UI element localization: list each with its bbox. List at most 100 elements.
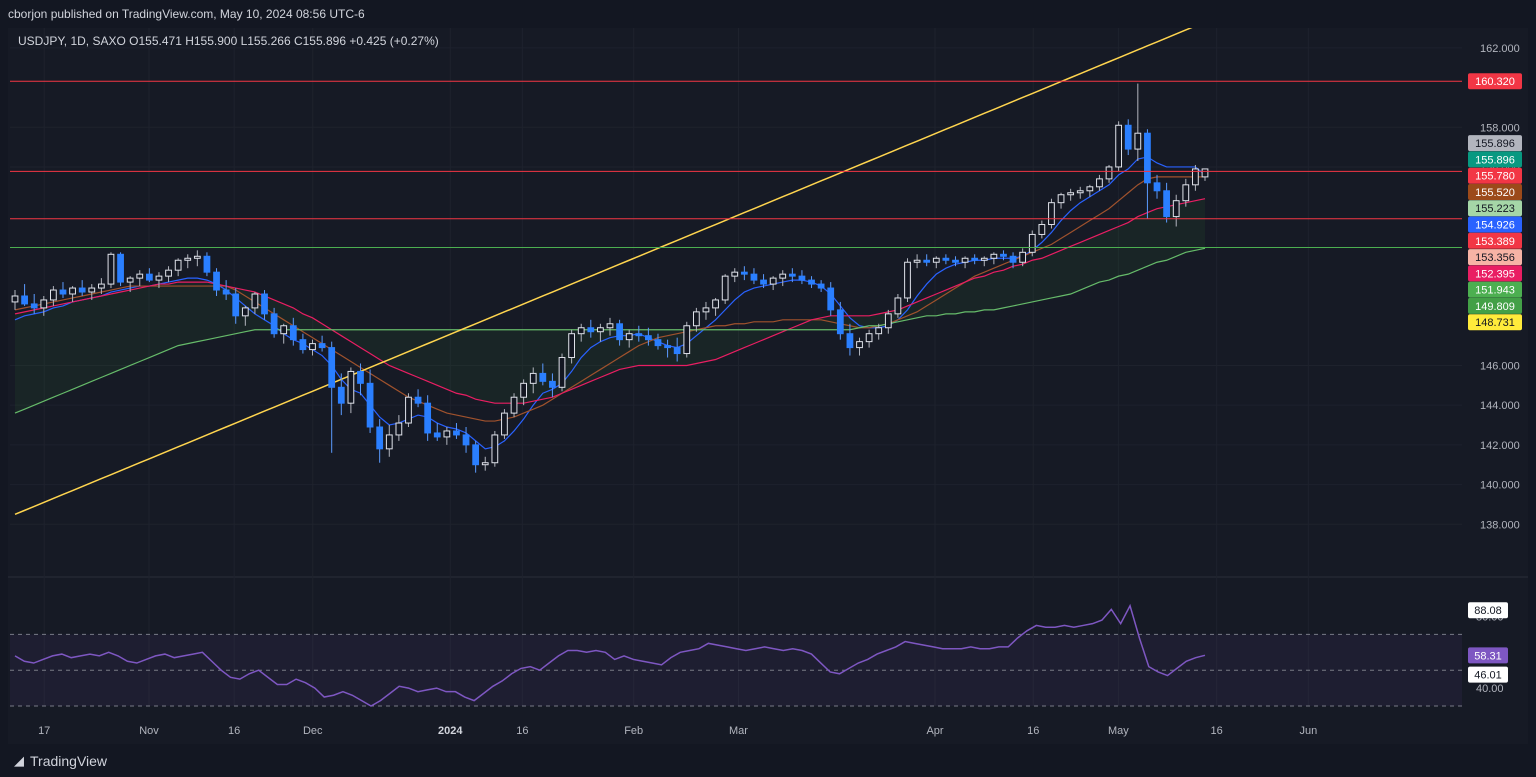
price-label-bg <box>1468 183 1522 200</box>
price-label-bg <box>1468 151 1522 168</box>
cloud-fill <box>15 198 1205 414</box>
rsi-label-bg <box>1468 647 1508 664</box>
candle-down <box>453 430 460 436</box>
candle-up <box>11 295 19 303</box>
candle-down <box>213 271 220 291</box>
candle-down <box>299 339 307 351</box>
candle-down <box>328 347 336 388</box>
candle-up <box>712 299 719 309</box>
rsi-value-label: 88.08 <box>1474 605 1502 617</box>
tradingview-logo-icon: ◢ <box>14 753 24 769</box>
price-label: 153.356 <box>1475 252 1515 264</box>
brand-label: TradingView <box>30 753 108 769</box>
y-tick-label: 138.000 <box>1480 519 1520 531</box>
candle-up <box>405 396 412 424</box>
candle-down <box>462 434 470 446</box>
candle-down <box>942 257 950 261</box>
candle-down <box>1000 253 1007 257</box>
y-tick-label: 142.000 <box>1480 440 1520 452</box>
candle-down <box>645 335 652 341</box>
candle-down <box>549 380 556 388</box>
price-label-bg <box>1468 135 1522 152</box>
candle-up <box>1134 132 1142 150</box>
candle-up <box>136 273 144 279</box>
candle-up <box>1038 224 1046 235</box>
candle-up <box>683 325 691 355</box>
candle-up <box>501 412 508 436</box>
candle-up <box>1201 168 1209 178</box>
candle-up <box>1105 166 1113 180</box>
price-label: 153.389 <box>1475 236 1515 248</box>
candle-down <box>817 283 825 289</box>
chart-area[interactable] <box>8 28 1528 744</box>
rsi-y-tick-label: 40.00 <box>1476 683 1504 695</box>
y-tick-label: 144.000 <box>1480 400 1520 412</box>
tradingview-brand[interactable]: ◢ TradingView <box>14 753 107 769</box>
candle-down <box>366 382 374 428</box>
candle-down <box>261 293 268 315</box>
x-tick-label: Apr <box>926 725 943 737</box>
x-tick-label: 2024 <box>438 725 463 737</box>
candle-up <box>769 277 777 285</box>
price-label: 155.896 <box>1475 154 1515 166</box>
candle-up <box>88 287 96 293</box>
candle-up <box>913 259 921 263</box>
candle-up <box>1192 168 1199 186</box>
x-tick-label: Mar <box>729 725 748 737</box>
price-label-bg <box>1468 232 1522 249</box>
symbol-ohlc-legend: USDJPY, 1D, SAXO O155.471 H155.900 L155.… <box>18 34 439 48</box>
candle-down <box>1124 124 1132 150</box>
candle-down <box>664 345 671 349</box>
candle-up <box>443 430 451 438</box>
candle-down <box>433 432 441 438</box>
x-tick-label: Jun <box>1299 725 1317 737</box>
candle-up <box>1115 124 1123 168</box>
candle-down <box>827 287 835 311</box>
price-label: 152.395 <box>1475 268 1515 280</box>
x-tick-label: 16 <box>516 725 528 737</box>
candle-up <box>1086 186 1094 192</box>
candle-up <box>875 327 883 335</box>
x-tick-label: May <box>1108 725 1129 737</box>
price-label-bg <box>1468 249 1522 266</box>
candle-down <box>59 289 67 295</box>
candle-up <box>702 307 710 313</box>
price-label: 151.943 <box>1475 285 1515 297</box>
price-label: 148.731 <box>1475 317 1515 329</box>
candle-down <box>270 313 278 335</box>
candle-down <box>846 333 854 349</box>
candle-up <box>481 462 489 466</box>
candle-down <box>1163 190 1170 218</box>
candle-down <box>971 257 979 261</box>
candle-down <box>357 370 364 384</box>
price-label: 155.896 <box>1475 138 1515 150</box>
main-plot <box>11 28 1209 516</box>
candle-up <box>932 257 940 263</box>
y-tick-label: 146.000 <box>1480 360 1520 372</box>
candle-up <box>1182 184 1190 202</box>
rsi-label-bg <box>1468 602 1508 619</box>
candle-up <box>1067 192 1075 196</box>
candle-down <box>376 426 384 450</box>
candle-up <box>107 253 115 285</box>
candle-up <box>961 257 969 263</box>
candle-up <box>1048 202 1055 226</box>
candle-up <box>721 275 729 301</box>
candle-down <box>414 396 422 404</box>
rsi-value-label: 58.31 <box>1474 650 1502 662</box>
candle-up <box>184 257 192 261</box>
candle-up <box>1076 190 1084 194</box>
candle-down <box>289 325 297 341</box>
price-label-bg <box>1468 314 1522 331</box>
candle-down <box>337 386 345 404</box>
candle-up <box>779 273 787 279</box>
candle-up <box>1096 178 1103 188</box>
price-label: 155.520 <box>1475 187 1515 199</box>
price-label-bg <box>1468 297 1522 314</box>
candle-down <box>145 273 153 281</box>
candle-up <box>692 311 700 327</box>
price-label: 154.926 <box>1475 220 1515 232</box>
candle-up <box>241 307 249 317</box>
candle-up <box>97 283 105 289</box>
